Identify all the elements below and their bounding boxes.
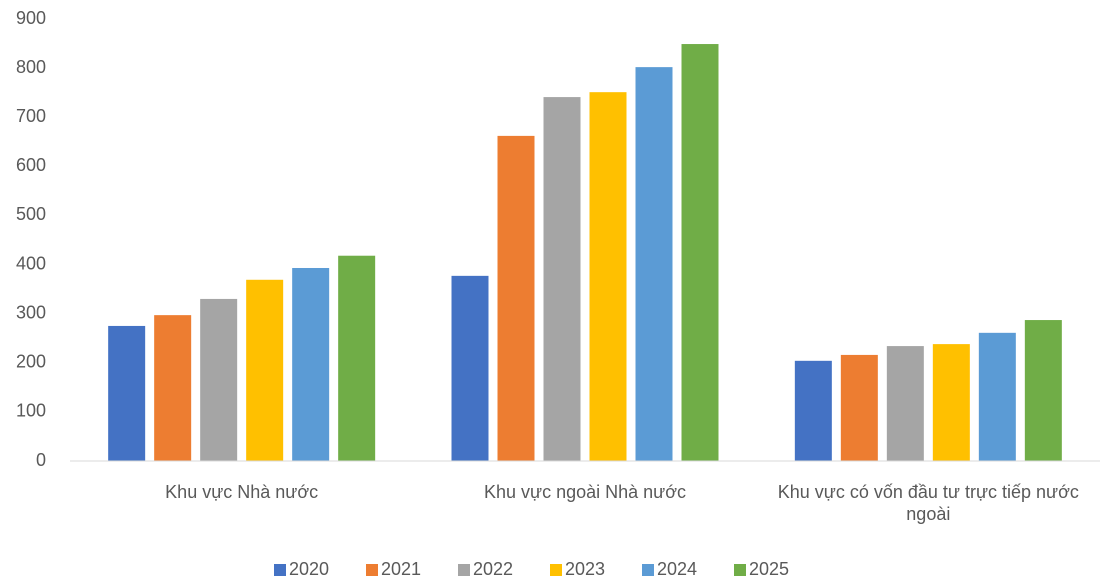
legend-swatch [366, 564, 378, 576]
legend-swatch [642, 564, 654, 576]
y-tick-label: 300 [16, 302, 46, 322]
x-tick-label: Khu vực ngoài Nhà nước [483, 482, 686, 502]
legend-label: 2024 [657, 559, 697, 579]
legend-label: 2022 [473, 559, 513, 579]
x-tick-label: Khu vực có vốn đầu tư trực tiếp nước ngo… [777, 482, 1079, 524]
legend-swatch [458, 564, 470, 576]
bar [292, 267, 330, 461]
legend-swatch [274, 564, 286, 576]
legend-swatch [550, 564, 562, 576]
legend-label: 2020 [289, 559, 329, 579]
bar [978, 332, 1016, 461]
y-tick-label: 900 [16, 8, 46, 28]
bar [589, 92, 627, 462]
bar [338, 255, 376, 461]
bar [497, 135, 535, 461]
legend-label: 2021 [381, 559, 421, 579]
y-tick-label: 200 [16, 352, 46, 372]
x-tick-label: Khu vực Nhà nước [165, 482, 319, 502]
y-tick-label: 500 [16, 204, 46, 224]
bar [543, 97, 581, 461]
legend-swatch [734, 564, 746, 576]
bar [886, 346, 924, 461]
bar [154, 315, 192, 461]
bar [108, 325, 146, 461]
y-tick-label: 0 [36, 450, 46, 470]
bar [794, 360, 832, 461]
y-tick-label: 800 [16, 57, 46, 77]
bar [840, 354, 878, 461]
bar [932, 344, 970, 461]
legend-label: 2023 [565, 559, 605, 579]
bar [635, 67, 673, 461]
y-tick-label: 100 [16, 401, 46, 421]
bar [200, 298, 238, 461]
legend-label: 2025 [749, 559, 789, 579]
y-tick-label: 600 [16, 155, 46, 175]
bar [451, 275, 489, 461]
bar [246, 279, 284, 461]
y-tick-label: 700 [16, 106, 46, 126]
bar [681, 44, 719, 462]
y-tick-label: 400 [16, 253, 46, 273]
bar [1024, 320, 1062, 461]
